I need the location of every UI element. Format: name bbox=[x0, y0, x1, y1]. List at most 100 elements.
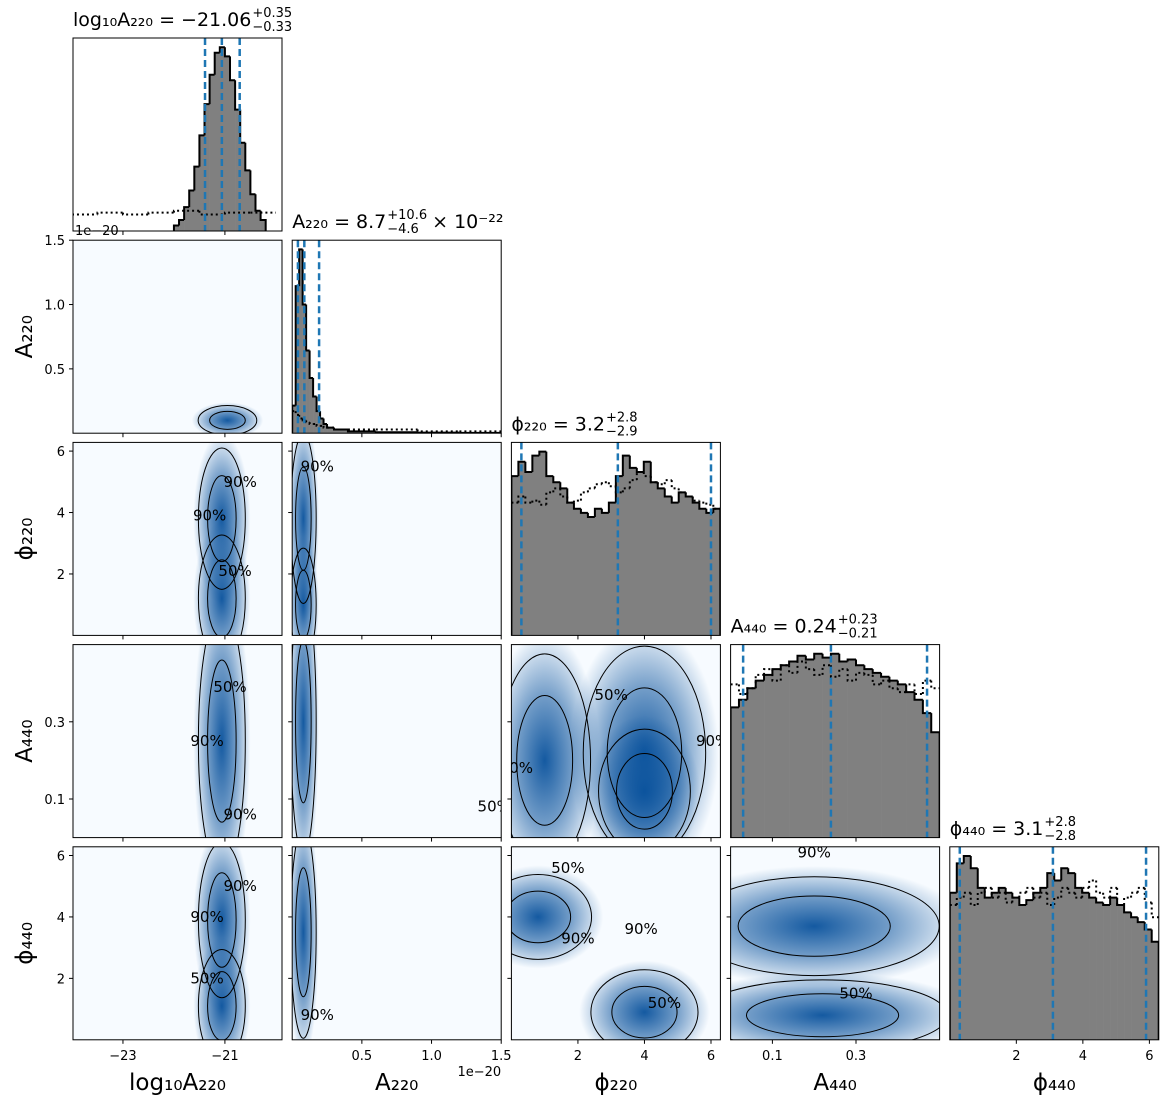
contour-label: 90% bbox=[224, 805, 257, 823]
contour-label: 90% bbox=[798, 843, 831, 861]
contour bbox=[598, 728, 691, 838]
contour bbox=[292, 846, 317, 1039]
panel-background bbox=[73, 442, 282, 636]
hist-bar bbox=[1026, 900, 1034, 1040]
hist-outline bbox=[1018, 897, 1027, 907]
hist-outline bbox=[614, 475, 623, 503]
prior-outline bbox=[1011, 896, 1020, 903]
y-tick-label: 1.5 bbox=[44, 234, 65, 249]
hist-bar bbox=[601, 512, 610, 636]
panel-background bbox=[292, 240, 502, 434]
hist-outline bbox=[586, 512, 595, 518]
hist-bar bbox=[931, 732, 940, 838]
hist-bar bbox=[313, 396, 317, 434]
contour-label: 50% bbox=[551, 859, 584, 877]
hist-outline bbox=[188, 189, 195, 208]
hist-outline bbox=[249, 170, 256, 196]
contour bbox=[616, 752, 673, 830]
prior-outline bbox=[1074, 892, 1083, 899]
hist-outline bbox=[691, 496, 700, 504]
prior-outline bbox=[552, 487, 561, 493]
hist-bar bbox=[292, 405, 296, 434]
hist-bar bbox=[881, 676, 890, 838]
hist-bar bbox=[230, 80, 236, 231]
panel-frame bbox=[291, 239, 502, 434]
hist-bar bbox=[636, 472, 645, 636]
contour bbox=[292, 442, 317, 604]
hist-bar bbox=[518, 461, 526, 636]
hist-outline bbox=[593, 507, 602, 517]
x-tick-label: 4 bbox=[1079, 1049, 1087, 1064]
hist-outline bbox=[223, 47, 231, 58]
prior-outline bbox=[517, 495, 526, 503]
panel-frame bbox=[72, 846, 283, 1041]
y-tick-label: 1.0 bbox=[44, 299, 65, 314]
contour bbox=[737, 895, 891, 957]
hist-outline bbox=[754, 679, 765, 689]
hist-bar bbox=[567, 502, 575, 636]
prior-outline bbox=[147, 211, 174, 215]
hist-bar bbox=[309, 378, 314, 434]
hist-outline bbox=[559, 482, 568, 490]
prior-outline bbox=[96, 211, 123, 215]
contour bbox=[582, 645, 707, 838]
panel-frame bbox=[510, 441, 721, 636]
hist-outline bbox=[524, 461, 533, 474]
hist-outline bbox=[1011, 892, 1020, 899]
hist-outline bbox=[1136, 917, 1145, 924]
hist-bar bbox=[805, 659, 815, 838]
contour-label: 90% bbox=[561, 929, 594, 947]
hist-bar bbox=[235, 109, 241, 231]
contour bbox=[606, 687, 683, 819]
panel-background bbox=[292, 846, 502, 1040]
hist-outline bbox=[1130, 912, 1138, 919]
title-sup: +2.8 bbox=[606, 410, 638, 425]
contour bbox=[590, 969, 699, 1040]
hist-outline bbox=[1095, 897, 1104, 904]
hist-bar bbox=[914, 699, 924, 838]
hist-bar bbox=[1096, 902, 1104, 1040]
hist-outline bbox=[244, 142, 251, 172]
prior-outline bbox=[614, 486, 623, 494]
hist-bar bbox=[706, 512, 714, 636]
hist-bar bbox=[872, 672, 882, 838]
hist-outline bbox=[172, 224, 180, 231]
hist-outline bbox=[600, 508, 609, 514]
prior-outline bbox=[712, 504, 721, 510]
hist-bar bbox=[539, 451, 547, 636]
hist-outline bbox=[628, 455, 637, 469]
hist-outline bbox=[193, 165, 200, 191]
prior-outline bbox=[600, 481, 609, 485]
prior-outline bbox=[779, 664, 790, 681]
hist-bar bbox=[839, 661, 848, 838]
hist-bar bbox=[209, 74, 216, 231]
hist-outline bbox=[1025, 899, 1034, 906]
panel-background bbox=[73, 240, 282, 434]
panel: 50% 90% 90% 50% bbox=[511, 859, 710, 1040]
panel-title: ϕ₄₄₀ = 3.1+2.8 −2.8 bbox=[950, 815, 1076, 844]
prior-outline bbox=[593, 483, 602, 489]
panel: 50% 90% 90% bbox=[190, 644, 257, 838]
hist-outline bbox=[871, 669, 882, 674]
hist-bar bbox=[970, 868, 979, 1040]
x-axis-label: A₂₂₀ bbox=[375, 1070, 418, 1096]
hist-outline bbox=[218, 46, 225, 53]
hist-outline bbox=[1102, 902, 1111, 907]
hist-bar bbox=[1054, 880, 1062, 1040]
contour-label: 90% bbox=[224, 877, 257, 895]
x-tick-label: 0.5 bbox=[352, 1049, 373, 1064]
hist-bar bbox=[755, 680, 765, 838]
panel-frame bbox=[949, 846, 1160, 1041]
panel-background bbox=[292, 644, 502, 838]
prior-outline bbox=[649, 476, 658, 484]
hist-outline bbox=[670, 496, 679, 504]
prior-outline bbox=[913, 684, 923, 695]
hist-outline bbox=[1053, 873, 1062, 882]
hist-bar bbox=[525, 472, 533, 636]
hist-outline bbox=[1123, 905, 1132, 914]
hist-bar bbox=[713, 508, 721, 636]
contour-label: 90% bbox=[193, 507, 226, 525]
prior-outline bbox=[746, 687, 756, 694]
prior-outline bbox=[997, 891, 1006, 898]
hist-outline bbox=[796, 654, 806, 662]
